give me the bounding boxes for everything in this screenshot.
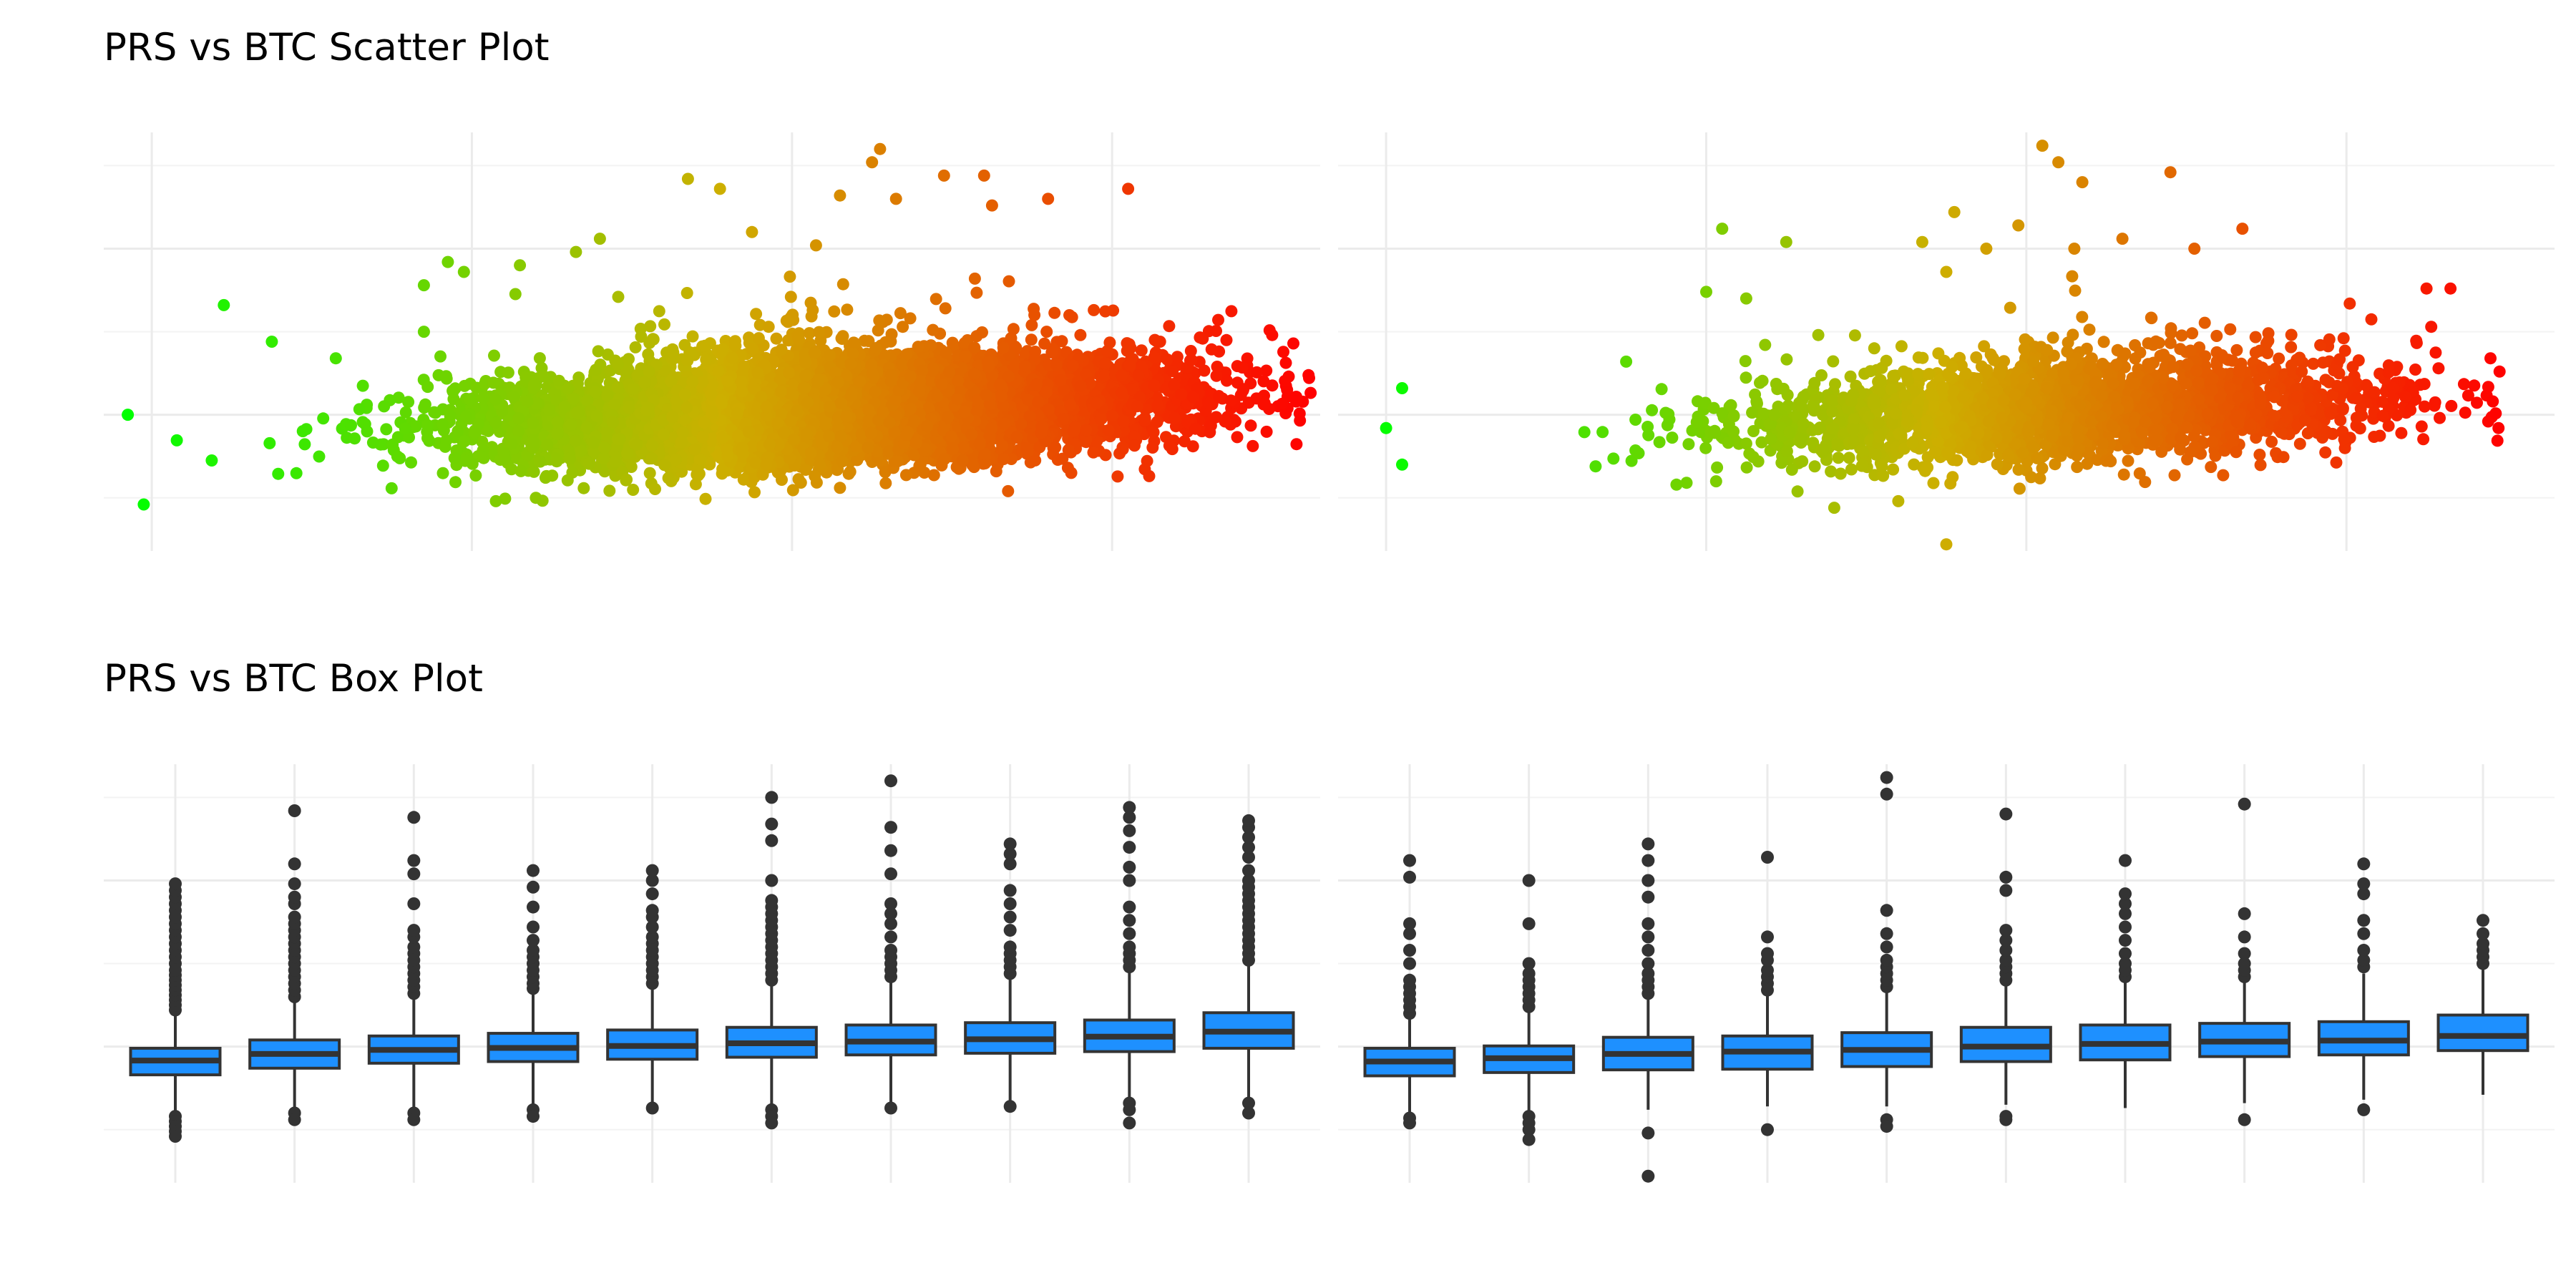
scatter-point: [449, 476, 462, 489]
scatter-point: [784, 291, 797, 303]
scatter-points-train: [122, 142, 1317, 511]
scatter-point: [699, 492, 712, 505]
scatter-point: [1225, 305, 1238, 318]
scatter-point: [429, 406, 442, 419]
scatter-point: [1048, 306, 1061, 319]
scatter-point: [509, 288, 522, 301]
scatter-point: [317, 412, 330, 425]
scatter-point: [1143, 469, 1156, 482]
scatter-point: [1212, 313, 1224, 326]
scatter-point: [1065, 311, 1078, 323]
scatter-point: [680, 287, 693, 299]
scatter-plot-title: PRS vs BTC Scatter Plot: [104, 26, 550, 69]
scatter-point: [658, 318, 670, 331]
scatter-point: [930, 293, 942, 306]
scatter-point: [272, 467, 285, 480]
scatter-point: [1007, 323, 1020, 336]
scatter-point: [499, 492, 512, 505]
scatter-plot: [104, 132, 2555, 551]
scatter-point: [762, 321, 775, 333]
scatter-point: [502, 366, 514, 379]
scatter-point: [939, 302, 952, 315]
scatter-point: [205, 454, 218, 467]
scatter-point: [629, 341, 642, 353]
scatter-point: [990, 465, 1002, 478]
scatter-point: [378, 400, 391, 413]
scatter-point: [927, 323, 940, 336]
scatter-point: [540, 469, 553, 482]
scatter-panel-train: [104, 132, 1320, 551]
scatter-point: [399, 406, 412, 419]
scatter-point: [1294, 414, 1307, 427]
box-plot-title: PRS vs BTC Box Plot: [104, 657, 483, 701]
scatter-point: [1231, 431, 1244, 444]
scatter-point: [1205, 343, 1218, 356]
scatter-point: [577, 482, 590, 494]
scatter-point: [752, 332, 765, 345]
scatter-point: [786, 484, 799, 497]
scatter-point: [784, 270, 796, 283]
scatter-point: [879, 477, 892, 489]
scatter-point: [296, 425, 309, 438]
scatter-point: [405, 456, 417, 469]
scatter-point: [748, 486, 761, 499]
scatter-point: [385, 482, 398, 494]
scatter-point: [348, 432, 361, 445]
scatter-point: [1025, 333, 1038, 346]
scatter-point: [1141, 454, 1153, 467]
scatter-point: [290, 467, 303, 479]
scatter-point: [313, 450, 326, 463]
scatter-point: [356, 379, 369, 392]
scatter-point: [527, 465, 540, 478]
scatter-point: [1303, 371, 1315, 384]
scatter-point: [1279, 356, 1292, 369]
scatter-point: [1220, 333, 1233, 346]
scatter-point: [1146, 441, 1159, 454]
